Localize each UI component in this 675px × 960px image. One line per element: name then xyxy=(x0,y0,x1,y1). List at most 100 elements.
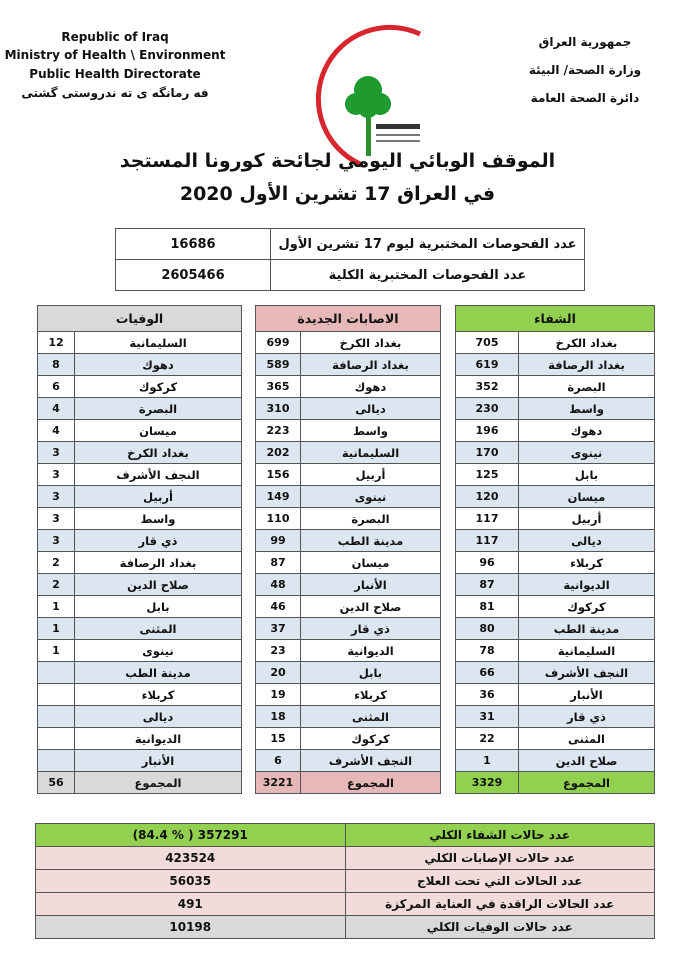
table-row: كربلاء 96 xyxy=(455,551,655,574)
table-row: ميسان 4 xyxy=(37,419,242,442)
province-count: 15 xyxy=(255,727,301,750)
table-row: الأنبار xyxy=(37,749,242,772)
summary-label: عدد حالات الوفيات الكلي xyxy=(344,915,655,939)
table-row: الديوانية xyxy=(37,727,242,750)
province-count: 37 xyxy=(255,617,301,640)
province-count: 3 xyxy=(37,463,75,486)
table-row: المثنى 18 xyxy=(255,705,441,728)
province-count: 589 xyxy=(255,353,301,376)
province-count: 699 xyxy=(255,331,301,354)
province-name: الأنبار xyxy=(74,749,242,772)
province-name: أربيل xyxy=(300,463,441,486)
province-count: 18 xyxy=(255,705,301,728)
province-name: الأنبار xyxy=(518,683,655,706)
tests-total-row: عدد الفحوصات المختبرية الكلية 2605466 xyxy=(115,259,585,291)
table-row: نينوى 170 xyxy=(455,441,655,464)
summary-value: (84.4 % ) 357291 xyxy=(35,823,346,847)
summary-value: 491 xyxy=(35,892,346,916)
table-row: واسط 230 xyxy=(455,397,655,420)
province-name: ميسان xyxy=(74,419,242,442)
province-count xyxy=(37,705,75,728)
province-count: 99 xyxy=(255,529,301,552)
summary-value: 10198 xyxy=(35,915,346,939)
province-count: 3 xyxy=(37,529,75,552)
tests-value: 16686 xyxy=(115,228,271,260)
province-name: دهوك xyxy=(300,375,441,398)
province-name: كركوك xyxy=(518,595,655,618)
table-row: السليمانية 12 xyxy=(37,331,242,354)
page-subtitle: في العراق 17 تشرين الأول 2020 xyxy=(179,183,496,205)
header-ar-1: جمهورية العراق xyxy=(538,35,632,49)
table-row: ذي قار 3 xyxy=(37,529,242,552)
province-count: 19 xyxy=(255,683,301,706)
province-name: ميسان xyxy=(300,551,441,574)
province-count xyxy=(37,683,75,706)
province-count: 48 xyxy=(255,573,301,596)
recovery-table: الشفاء بغداد الكرخ 705 بغداد الرصافة 619 البص… xyxy=(455,305,655,794)
table-row: دهوك 365 xyxy=(255,375,441,398)
header-ar-3: دائرة الصحة العامة xyxy=(530,91,640,105)
table-row: كربلاء 19 xyxy=(255,683,441,706)
summary-row: عدد حالات الوفيات الكلي 10198 xyxy=(35,915,655,939)
province-count xyxy=(37,749,75,772)
table-row: صلاح الدين 1 xyxy=(455,749,655,772)
province-name: ذي قار xyxy=(300,617,441,640)
province-count: 4 xyxy=(37,419,75,442)
province-name: واسط xyxy=(300,419,441,442)
province-name: بغداد الرصافة xyxy=(74,551,242,574)
province-name: ديالى xyxy=(74,705,242,728)
table-row: البصرة 352 xyxy=(455,375,655,398)
table-row: المثنى 1 xyxy=(37,617,242,640)
province-name: نينوى xyxy=(74,639,242,662)
total-row: المجموع 56 xyxy=(37,771,242,794)
province-count: 78 xyxy=(455,639,519,662)
province-name: بغداد الرصافة xyxy=(518,353,655,376)
table-header-row: الوفيات xyxy=(37,305,242,332)
tests-value: 2605466 xyxy=(115,259,271,291)
province-count: 310 xyxy=(255,397,301,420)
province-name: صلاح الدين xyxy=(300,595,441,618)
table-row: مدينة الطب xyxy=(37,661,242,684)
total-value: 3221 xyxy=(255,771,301,794)
province-name: صلاح الدين xyxy=(518,749,655,772)
province-name: البصرة xyxy=(74,397,242,420)
province-name: أربيل xyxy=(74,485,242,508)
table-row: بابل 125 xyxy=(455,463,655,486)
table-row: كركوك 81 xyxy=(455,595,655,618)
table-row: ميسان 87 xyxy=(255,551,441,574)
province-count: 96 xyxy=(455,551,519,574)
tests-table: عدد الفحوصات المختبرية ليوم 17 تشرين الأ… xyxy=(115,228,585,291)
province-count: 12 xyxy=(37,331,75,354)
tests-label: عدد الفحوصات المختبرية الكلية xyxy=(270,259,585,291)
province-count: 223 xyxy=(255,419,301,442)
province-count: 22 xyxy=(455,727,519,750)
province-count: 4 xyxy=(37,397,75,420)
province-count: 46 xyxy=(255,595,301,618)
province-count: 170 xyxy=(455,441,519,464)
table-row: بغداد الكرخ 705 xyxy=(455,331,655,354)
tests-daily-row: عدد الفحوصات المختبرية ليوم 17 تشرين الأ… xyxy=(115,228,585,260)
province-name: صلاح الدين xyxy=(74,573,242,596)
total-row: المجموع 3329 xyxy=(455,771,655,794)
table-row: البصرة 110 xyxy=(255,507,441,530)
province-name: دهوك xyxy=(518,419,655,442)
province-count: 365 xyxy=(255,375,301,398)
new-cases-table: الاصابات الجديدة بغداد الكرخ 699 بغداد الرص… xyxy=(255,305,441,794)
table-row: أربيل 117 xyxy=(455,507,655,530)
province-name: بغداد الكرخ xyxy=(74,441,242,464)
province-name: السليمانية xyxy=(74,331,242,354)
province-count: 352 xyxy=(455,375,519,398)
province-count: 31 xyxy=(455,705,519,728)
province-name: البصرة xyxy=(518,375,655,398)
table-row: المثنى 22 xyxy=(455,727,655,750)
province-name: مدينة الطب xyxy=(300,529,441,552)
header-en-2: Ministry of Health \ Environment xyxy=(4,48,226,62)
province-name: الديوانية xyxy=(300,639,441,662)
table-row: دهوك 8 xyxy=(37,353,242,376)
province-name: بغداد الرصافة xyxy=(300,353,441,376)
province-name: السليمانية xyxy=(300,441,441,464)
province-count: 80 xyxy=(455,617,519,640)
table-row: صلاح الدين 2 xyxy=(37,573,242,596)
province-count: 2 xyxy=(37,573,75,596)
